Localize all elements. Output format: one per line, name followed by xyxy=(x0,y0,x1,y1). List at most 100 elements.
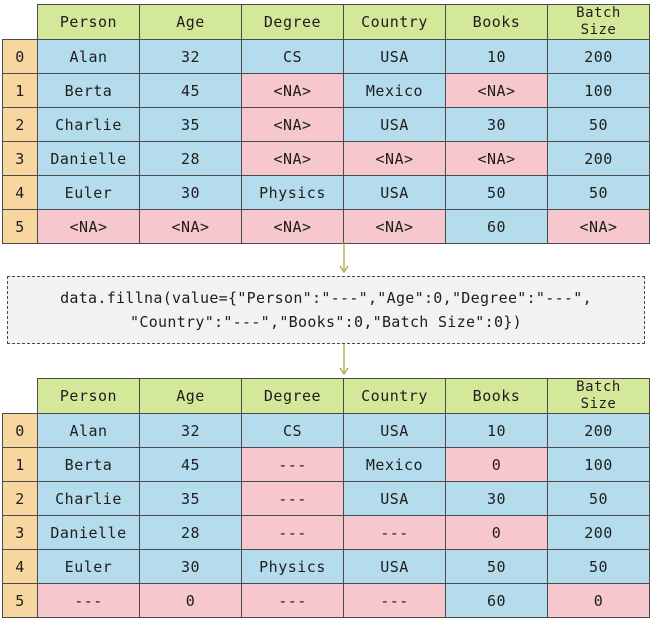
row-index: 2 xyxy=(2,107,38,142)
table-row: 2 Charlie 35 <NA> USA 30 50 xyxy=(2,107,650,142)
table-row: 0 Alan 32 CS USA 10 200 xyxy=(2,39,650,74)
table-cell: 30 xyxy=(445,481,548,516)
table-cell: 30 xyxy=(139,549,242,584)
missing-cell: 0 xyxy=(139,583,242,618)
header-row: Person Age Degree Country Books Batch Size xyxy=(2,378,650,414)
table-row: 2 Charlie 35 --- USA 30 50 xyxy=(2,481,650,516)
dataframe-after: Person Age Degree Country Books Batch Size 0 Ala… xyxy=(2,378,650,618)
table-cell: 200 xyxy=(547,515,650,550)
row-index: 1 xyxy=(2,447,38,482)
table-cell: CS xyxy=(241,413,344,448)
column-header-line: Batch xyxy=(576,5,621,22)
table-cell: USA xyxy=(343,107,446,142)
table-cell: 50 xyxy=(445,549,548,584)
header-row: Person Age Degree Country Books Batch Size xyxy=(2,4,650,40)
dataframe-before: Person Age Degree Country Books Batch Size 0 Ala… xyxy=(2,4,650,244)
column-header-line: Batch xyxy=(576,379,621,396)
column-header: Batch Size xyxy=(547,378,650,414)
column-header: Degree xyxy=(241,4,344,40)
table-row: 5 --- 0 --- --- 60 0 xyxy=(2,583,650,618)
table-cell: Mexico xyxy=(343,447,446,482)
code-line-2: "Country":"---","Books":0,"Batch Size":0… xyxy=(130,313,522,331)
table-cell: 28 xyxy=(139,515,242,550)
table-row: 0 Alan 32 CS USA 10 200 xyxy=(2,413,650,448)
column-header: Person xyxy=(37,4,140,40)
table-cell: 28 xyxy=(139,141,242,176)
missing-cell: <NA> xyxy=(445,73,548,108)
table-cell: USA xyxy=(343,39,446,74)
table-cell: 30 xyxy=(445,107,548,142)
table-cell: 100 xyxy=(547,447,650,482)
table-cell: 100 xyxy=(547,73,650,108)
column-header: Age xyxy=(139,378,242,414)
row-index: 5 xyxy=(2,583,38,618)
table-cell: 10 xyxy=(445,413,548,448)
table-cell: Danielle xyxy=(37,515,140,550)
missing-cell: --- xyxy=(37,583,140,618)
table-cell: Charlie xyxy=(37,107,140,142)
table-cell: 45 xyxy=(139,447,242,482)
table-row: 1 Berta 45 <NA> Mexico <NA> 100 xyxy=(2,73,650,108)
row-index: 0 xyxy=(2,413,38,448)
table-row: 5 <NA> <NA> <NA> <NA> 60 <NA> xyxy=(2,209,650,244)
missing-cell: <NA> xyxy=(445,141,548,176)
table-cell: 50 xyxy=(547,107,650,142)
table-row: 3 Danielle 28 --- --- 0 200 xyxy=(2,515,650,550)
missing-cell: <NA> xyxy=(547,209,650,244)
missing-cell: <NA> xyxy=(241,73,344,108)
table-cell: 50 xyxy=(547,549,650,584)
table-cell: USA xyxy=(343,549,446,584)
missing-cell: <NA> xyxy=(343,209,446,244)
column-header: Books xyxy=(445,378,548,414)
missing-cell: <NA> xyxy=(343,141,446,176)
row-index: 2 xyxy=(2,481,38,516)
missing-cell: --- xyxy=(241,583,344,618)
column-header: Country xyxy=(343,378,446,414)
table-cell: Alan xyxy=(37,39,140,74)
table-row: 1 Berta 45 --- Mexico 0 100 xyxy=(2,447,650,482)
table-cell: 32 xyxy=(139,39,242,74)
missing-cell: <NA> xyxy=(139,209,242,244)
table-cell: 200 xyxy=(547,39,650,74)
table-cell: Berta xyxy=(37,447,140,482)
table-cell: Physics xyxy=(241,549,344,584)
column-header: Country xyxy=(343,4,446,40)
column-header: Degree xyxy=(241,378,344,414)
column-header: Person xyxy=(37,378,140,414)
flow-arrow-bottom xyxy=(336,344,352,378)
table-row: 4 Euler 30 Physics USA 50 50 xyxy=(2,549,650,584)
table-cell: 30 xyxy=(139,175,242,210)
missing-cell: <NA> xyxy=(37,209,140,244)
row-index: 3 xyxy=(2,515,38,550)
missing-cell: --- xyxy=(241,447,344,482)
flow-arrow-top xyxy=(336,242,352,276)
column-header-line: Size xyxy=(580,22,617,38)
table-cell: 45 xyxy=(139,73,242,108)
table-cell: 35 xyxy=(139,481,242,516)
row-index: 4 xyxy=(2,175,38,210)
code-box: data.fillna(value={"Person":"---","Age":… xyxy=(7,276,645,344)
table-cell: 50 xyxy=(445,175,548,210)
table-cell: 35 xyxy=(139,107,242,142)
table-cell: 10 xyxy=(445,39,548,74)
table-cell: 50 xyxy=(547,481,650,516)
column-header: Age xyxy=(139,4,242,40)
table-cell: Mexico xyxy=(343,73,446,108)
missing-cell: --- xyxy=(343,515,446,550)
missing-cell: --- xyxy=(241,481,344,516)
missing-cell: --- xyxy=(343,583,446,618)
row-index: 0 xyxy=(2,39,38,74)
corner-cell xyxy=(2,4,38,40)
table-cell: Charlie xyxy=(37,481,140,516)
table-cell: 50 xyxy=(547,175,650,210)
column-header: Batch Size xyxy=(547,4,650,40)
table-cell: 60 xyxy=(445,209,548,244)
table-row: 3 Danielle 28 <NA> <NA> <NA> 200 xyxy=(2,141,650,176)
column-header: Books xyxy=(445,4,548,40)
corner-cell xyxy=(2,378,38,414)
table-cell: Euler xyxy=(37,175,140,210)
missing-cell: <NA> xyxy=(241,107,344,142)
missing-cell: 0 xyxy=(547,583,650,618)
table-cell: Physics xyxy=(241,175,344,210)
table-cell: USA xyxy=(343,481,446,516)
